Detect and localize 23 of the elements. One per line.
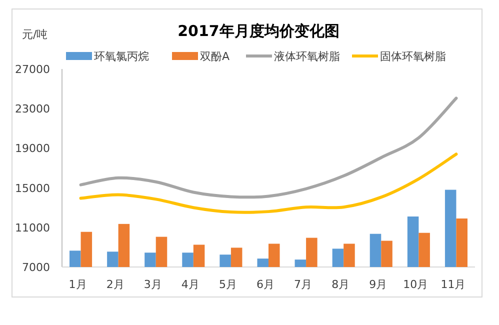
legend-label: 环氧氯丙烷 (94, 50, 149, 63)
y-tick-label: 11000 (15, 221, 50, 234)
legend-label: 液体环氧树脂 (274, 50, 340, 63)
x-tick-label: 6月 (256, 278, 274, 291)
y-tick-label: 23000 (15, 102, 50, 116)
x-tick-label: 11月 (440, 278, 466, 291)
x-tick-label: 10月 (403, 278, 428, 291)
x-tick-label: 2月 (106, 278, 124, 291)
y-tick-label: 27000 (15, 63, 50, 76)
chart-title: 2017年月度均价变化图 (178, 22, 340, 40)
y-tick-label: 15000 (15, 182, 50, 195)
x-tick-label: 8月 (332, 278, 350, 291)
x-tick-label: 1月 (68, 278, 87, 291)
x-tick-label: 7月 (294, 278, 312, 291)
legend-label: 双酚A (200, 50, 230, 63)
y-tick-label: 19000 (15, 142, 50, 156)
x-tick-label: 3月 (144, 278, 162, 291)
legend-label: 固体环氧树脂 (380, 50, 446, 63)
y-axis-title: 元/吨 (22, 28, 48, 41)
x-tick-label: 5月 (218, 278, 237, 291)
x-tick-label: 4月 (181, 278, 200, 291)
x-tick-label: 9月 (369, 278, 388, 291)
y-tick-label: 7000 (22, 261, 50, 274)
